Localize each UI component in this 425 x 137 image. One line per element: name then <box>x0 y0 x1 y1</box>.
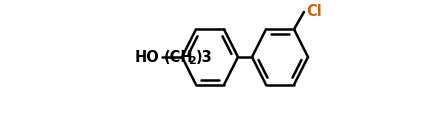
Text: HO: HO <box>134 49 159 65</box>
Text: Cl: Cl <box>306 5 322 19</box>
Text: (CH: (CH <box>164 49 194 65</box>
Text: 2: 2 <box>188 56 196 66</box>
Text: )3: )3 <box>196 49 213 65</box>
